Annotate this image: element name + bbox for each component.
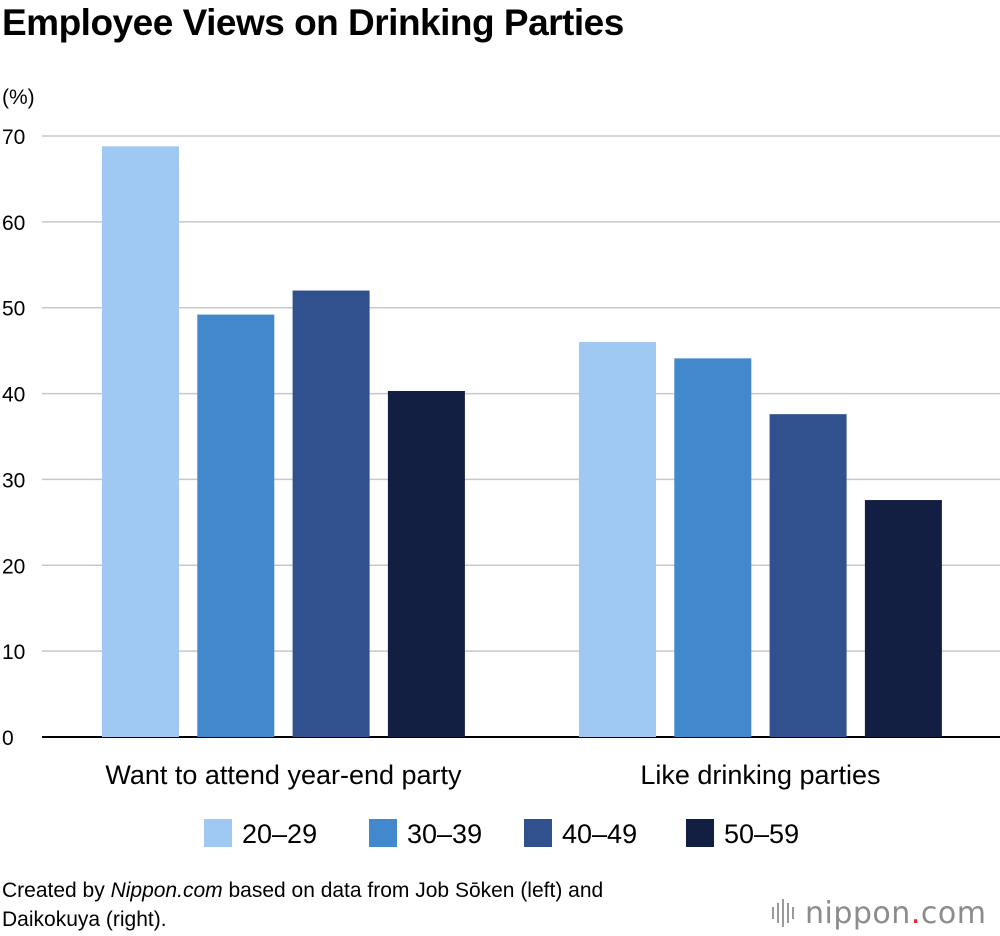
legend-label: 50–59 — [724, 819, 799, 849]
legend-swatch — [204, 819, 232, 847]
source-prefix: Created by — [2, 879, 111, 902]
y-tick-label: 0 — [2, 727, 14, 750]
x-category-label: Want to attend year-end party — [105, 760, 462, 790]
legend-swatch — [524, 819, 552, 847]
y-tick-label: 40 — [2, 384, 25, 407]
bar-chart: (%) 0 10 20 30 40 50 60 70 Want to attend year-… — [2, 86, 1000, 849]
source-suffix: based on data from Job Sōken (left) and — [222, 879, 604, 902]
y-tick-label: 70 — [2, 126, 25, 149]
y-axis-ticks: 0 10 20 30 40 50 60 70 — [2, 126, 25, 750]
bar — [102, 146, 179, 737]
bar — [579, 342, 656, 737]
bars — [102, 146, 942, 737]
y-tick-label: 20 — [2, 555, 25, 578]
y-tick-label: 60 — [2, 212, 25, 235]
bar — [292, 290, 370, 737]
source-note-line-1: Created by Nippon.com based on data from… — [2, 876, 603, 905]
bar — [769, 414, 847, 737]
logo-mark-icon — [772, 896, 797, 930]
chart-title: Employee Views on Drinking Parties — [2, 2, 624, 43]
y-tick-label: 50 — [2, 298, 25, 321]
y-tick-label: 30 — [2, 469, 25, 492]
bar — [197, 314, 275, 737]
bar — [864, 500, 942, 737]
bar — [674, 358, 752, 737]
nippon-logo: nippon.com — [772, 895, 987, 931]
y-tick-label: 10 — [2, 641, 25, 664]
source-note: Created by Nippon.com based on data from… — [2, 876, 603, 934]
legend-label: 40–49 — [562, 819, 637, 849]
grid-lines — [42, 135, 1000, 738]
legend-swatch — [686, 819, 714, 847]
legend-swatch — [369, 819, 397, 847]
bar — [387, 390, 465, 737]
source-publisher: Nippon.com — [110, 879, 223, 902]
y-axis-unit-label: (%) — [2, 86, 35, 109]
source-note-line-2: Daikokuya (right). — [2, 908, 167, 931]
legend-label: 30–39 — [407, 819, 482, 849]
x-category-label: Like drinking parties — [640, 760, 880, 790]
logo-wordmark: nippon.com — [805, 895, 987, 931]
legend-label: 20–29 — [242, 819, 317, 849]
legend: 20–29 30–39 40–49 50–59 — [204, 819, 799, 849]
x-axis-category-labels: Want to attend year-end party Like drinki… — [105, 760, 880, 790]
